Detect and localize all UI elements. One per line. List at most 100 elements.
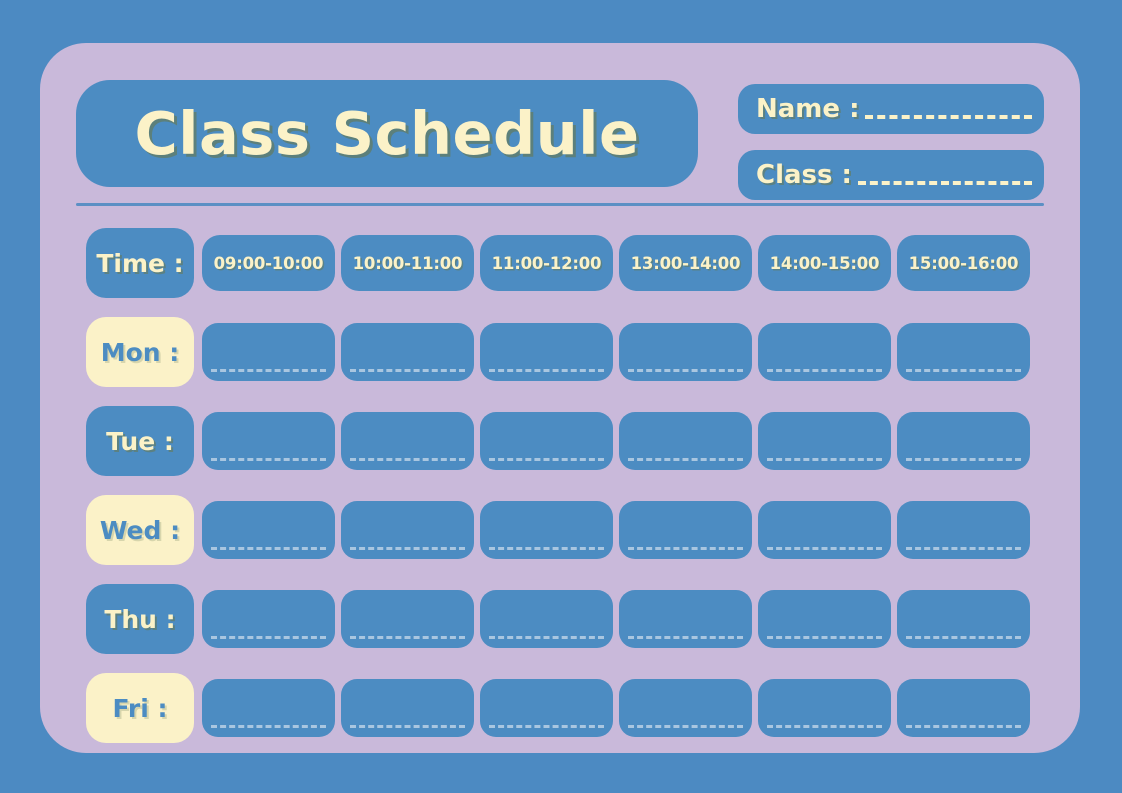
slot-writing-line	[489, 458, 604, 461]
time-slot-header: 14:00-15:00	[758, 235, 891, 291]
time-slot-header: 09:00-10:00	[202, 235, 335, 291]
class-field-label: Class :	[756, 160, 852, 190]
slot-writing-line	[350, 369, 465, 372]
time-header-label: Time :	[96, 248, 184, 278]
day-row-tue: Tue :	[86, 406, 1038, 476]
slot-writing-line	[767, 636, 882, 639]
day-label-cell-tue: Tue :	[86, 406, 194, 476]
schedule-slot[interactable]	[619, 501, 752, 559]
slot-writing-line	[628, 547, 743, 550]
name-field[interactable]: Name :	[738, 84, 1044, 134]
slot-writing-line	[906, 369, 1021, 372]
schedule-slot[interactable]	[202, 501, 335, 559]
schedule-slot[interactable]	[202, 323, 335, 381]
slot-writing-line	[211, 369, 326, 372]
schedule-slot[interactable]	[758, 679, 891, 737]
day-label-cell-wed: Wed :	[86, 495, 194, 565]
schedule-grid: Time : 09:00-10:00 10:00-11:00 11:00-12:…	[86, 228, 1038, 743]
slot-writing-line	[628, 725, 743, 728]
schedule-slot[interactable]	[202, 679, 335, 737]
schedule-slot[interactable]	[758, 501, 891, 559]
schedule-slot[interactable]	[341, 590, 474, 648]
day-label: Wed :	[99, 515, 181, 545]
time-slot-label: 13:00-14:00	[630, 253, 741, 273]
schedule-slot[interactable]	[758, 590, 891, 648]
time-slot-header: 13:00-14:00	[619, 235, 752, 291]
schedule-slot[interactable]	[619, 590, 752, 648]
slot-writing-line	[767, 458, 882, 461]
slot-writing-line	[489, 725, 604, 728]
slot-writing-line	[906, 458, 1021, 461]
schedule-slot[interactable]	[758, 323, 891, 381]
schedule-slot[interactable]	[897, 412, 1030, 470]
schedule-slot[interactable]	[202, 590, 335, 648]
class-field[interactable]: Class :	[738, 150, 1044, 200]
time-slot-label: 15:00-16:00	[908, 253, 1019, 273]
schedule-slot[interactable]	[480, 412, 613, 470]
time-slot-header: 10:00-11:00	[341, 235, 474, 291]
slot-writing-line	[350, 547, 465, 550]
slot-writing-line	[211, 636, 326, 639]
time-slot-label: 11:00-12:00	[491, 253, 602, 273]
slot-writing-line	[489, 369, 604, 372]
schedule-slot[interactable]	[897, 323, 1030, 381]
schedule-slot[interactable]	[619, 412, 752, 470]
day-row-thu: Thu :	[86, 584, 1038, 654]
day-label-cell-thu: Thu :	[86, 584, 194, 654]
day-row-wed: Wed :	[86, 495, 1038, 565]
slot-writing-line	[628, 636, 743, 639]
schedule-slot[interactable]	[341, 501, 474, 559]
slot-writing-line	[211, 725, 326, 728]
schedule-slot[interactable]	[897, 590, 1030, 648]
class-field-rule	[857, 181, 1032, 185]
day-row-fri: Fri :	[86, 673, 1038, 743]
name-field-label: Name :	[756, 94, 860, 124]
title-banner: Class Schedule	[76, 80, 698, 187]
slot-writing-line	[767, 369, 882, 372]
day-label: Tue :	[106, 426, 174, 456]
slot-writing-line	[767, 547, 882, 550]
time-header-row: Time : 09:00-10:00 10:00-11:00 11:00-12:…	[86, 228, 1038, 298]
time-slot-label: 10:00-11:00	[352, 253, 463, 273]
day-row-mon: Mon :	[86, 317, 1038, 387]
schedule-slot[interactable]	[897, 679, 1030, 737]
schedule-slot[interactable]	[480, 501, 613, 559]
slot-writing-line	[350, 458, 465, 461]
schedule-slot[interactable]	[897, 501, 1030, 559]
day-label-cell-fri: Fri :	[86, 673, 194, 743]
day-label-cell-mon: Mon :	[86, 317, 194, 387]
schedule-slot[interactable]	[341, 679, 474, 737]
slot-writing-line	[628, 369, 743, 372]
time-slot-header: 11:00-12:00	[480, 235, 613, 291]
slot-writing-line	[906, 547, 1021, 550]
schedule-slot[interactable]	[480, 679, 613, 737]
schedule-slot[interactable]	[341, 412, 474, 470]
schedule-slot[interactable]	[480, 590, 613, 648]
time-slot-label: 14:00-15:00	[769, 253, 880, 273]
header-divider	[76, 203, 1044, 206]
day-label: Fri :	[112, 693, 168, 723]
day-label: Mon :	[100, 337, 180, 367]
schedule-slot[interactable]	[619, 323, 752, 381]
slot-writing-line	[350, 725, 465, 728]
schedule-slot[interactable]	[758, 412, 891, 470]
slot-writing-line	[628, 458, 743, 461]
slot-writing-line	[489, 636, 604, 639]
time-slot-label: 09:00-10:00	[213, 253, 324, 273]
slot-writing-line	[906, 636, 1021, 639]
header: Class Schedule Name : Class :	[76, 80, 1044, 208]
slot-writing-line	[211, 458, 326, 461]
schedule-slot[interactable]	[202, 412, 335, 470]
schedule-slot[interactable]	[341, 323, 474, 381]
time-slot-header: 15:00-16:00	[897, 235, 1030, 291]
slot-writing-line	[211, 547, 326, 550]
slot-writing-line	[767, 725, 882, 728]
day-label: Thu :	[104, 604, 176, 634]
slot-writing-line	[350, 636, 465, 639]
name-field-rule	[865, 115, 1032, 119]
schedule-slot[interactable]	[619, 679, 752, 737]
page-title: Class Schedule	[134, 99, 640, 168]
schedule-slot[interactable]	[480, 323, 613, 381]
schedule-panel: Class Schedule Name : Class : Time : 09:…	[40, 43, 1080, 753]
time-header-label-cell: Time :	[86, 228, 194, 298]
